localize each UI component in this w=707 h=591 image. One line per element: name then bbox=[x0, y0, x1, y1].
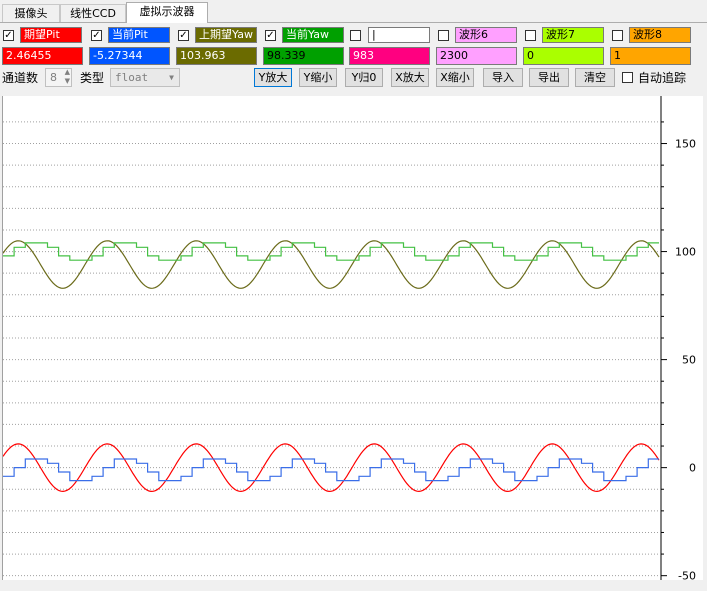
auto-track-label: 自动追踪 bbox=[638, 71, 687, 85]
y-tick-label: 50 bbox=[682, 354, 696, 367]
y-zoom-out-button[interactable]: Y缩小 bbox=[299, 68, 337, 87]
channel-7-checkbox[interactable] bbox=[525, 30, 536, 41]
series-line-4 bbox=[3, 242, 659, 261]
channel-1-name[interactable]: 期望Pit bbox=[20, 27, 82, 43]
channel-1-value: 2.46455 bbox=[2, 47, 83, 65]
channel-7-value: 0 bbox=[523, 47, 604, 65]
oscilloscope-chart[interactable]: 150 100 50 0 -50 bbox=[2, 96, 703, 583]
y-tick-label: 150 bbox=[675, 138, 696, 151]
channel-7-name[interactable]: 波形7 bbox=[542, 27, 604, 43]
y-zoom-in-button[interactable]: Y放大 bbox=[254, 68, 292, 87]
tab-virtual-oscilloscope[interactable]: 虚拟示波器 bbox=[126, 2, 208, 23]
channel-8-name[interactable]: 波形8 bbox=[629, 27, 691, 43]
channel-3-value: 103.963 bbox=[176, 47, 257, 65]
channel-4-name[interactable]: 当前Yaw bbox=[282, 27, 344, 43]
channel-2-checkbox[interactable]: ✓ bbox=[91, 30, 102, 41]
import-button[interactable]: 导入 bbox=[483, 68, 523, 87]
channel-4-value: 98.339 bbox=[263, 47, 344, 65]
channel-3-name[interactable]: 上期望Yaw bbox=[195, 27, 257, 43]
channel-8-value: 1 bbox=[610, 47, 691, 65]
y-tick-label: 0 bbox=[689, 462, 696, 475]
series-line-2 bbox=[3, 458, 659, 482]
tab-camera[interactable]: 摄像头 bbox=[2, 4, 60, 22]
y-reset-button[interactable]: Y归0 bbox=[345, 68, 383, 87]
channel-1-checkbox[interactable]: ✓ bbox=[3, 30, 14, 41]
channel-count-label: 通道数 bbox=[2, 71, 39, 85]
channel-2-value: -5.27344 bbox=[89, 47, 170, 65]
type-select-value: float bbox=[115, 71, 149, 84]
channel-4-checkbox[interactable]: ✓ bbox=[265, 30, 276, 41]
chevron-down-icon: ▼ bbox=[169, 73, 174, 82]
clear-button[interactable]: 清空 bbox=[575, 68, 615, 87]
type-select[interactable]: float ▼ bbox=[110, 68, 180, 87]
spin-up-icon[interactable]: ▲ bbox=[64, 68, 70, 76]
channel-count-value: 8 bbox=[50, 71, 57, 84]
y-tick-label: -50 bbox=[678, 570, 696, 580]
channel-count-spinner[interactable]: 8 ▲ ▼ bbox=[45, 68, 72, 87]
channel-5-checkbox[interactable] bbox=[350, 30, 361, 41]
x-zoom-in-button[interactable]: X放大 bbox=[391, 68, 429, 87]
type-label: 类型 bbox=[80, 71, 105, 85]
channel-3-checkbox[interactable]: ✓ bbox=[178, 30, 189, 41]
channel-5-value: 983 bbox=[349, 47, 430, 65]
x-zoom-out-button[interactable]: X缩小 bbox=[436, 68, 474, 87]
y-tick-label: 100 bbox=[675, 246, 696, 259]
spin-down-icon[interactable]: ▼ bbox=[64, 77, 70, 85]
tab-strip: 摄像头 线性CCD 虚拟示波器 bbox=[0, 0, 707, 23]
series-line-1 bbox=[2, 443, 660, 493]
channel-6-name[interactable]: 波形6 bbox=[455, 27, 517, 43]
plot-svg: 150 100 50 0 -50 bbox=[2, 96, 696, 583]
tab-linear-ccd[interactable]: 线性CCD bbox=[60, 4, 126, 22]
channel-6-value: 2300 bbox=[436, 47, 517, 65]
series-line-3 bbox=[2, 240, 660, 289]
channel-6-checkbox[interactable] bbox=[438, 30, 449, 41]
channel-2-name[interactable]: 当前Pit bbox=[108, 27, 170, 43]
channel-5-name[interactable]: | bbox=[368, 27, 430, 43]
channel-8-checkbox[interactable] bbox=[612, 30, 623, 41]
export-button[interactable]: 导出 bbox=[529, 68, 569, 87]
auto-track-checkbox[interactable] bbox=[622, 72, 633, 83]
